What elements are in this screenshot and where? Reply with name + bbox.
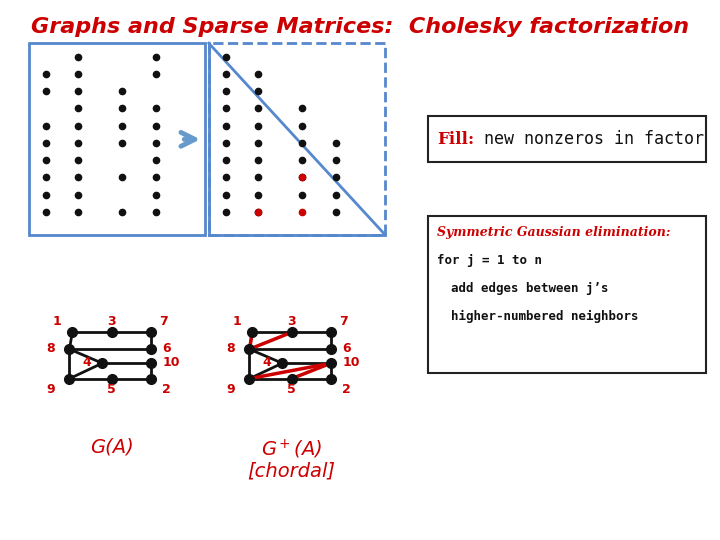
Text: 9: 9 xyxy=(47,383,55,396)
Bar xyxy=(209,43,385,235)
Bar xyxy=(428,116,706,162)
Text: Symmetric Gaussian elimination:: Symmetric Gaussian elimination: xyxy=(437,226,670,239)
Text: 6: 6 xyxy=(163,342,171,355)
Text: 2: 2 xyxy=(343,383,351,396)
Text: :: : xyxy=(467,131,474,147)
Text: G$^+$(A): G$^+$(A) xyxy=(261,437,322,461)
Text: 2: 2 xyxy=(163,383,171,396)
Text: 7: 7 xyxy=(160,315,168,328)
Text: 6: 6 xyxy=(343,342,351,355)
Text: 1: 1 xyxy=(232,315,240,328)
Text: 8: 8 xyxy=(47,342,55,355)
Text: 10: 10 xyxy=(342,356,360,369)
Text: 8: 8 xyxy=(227,342,235,355)
Bar xyxy=(428,216,706,373)
Text: [chordal]: [chordal] xyxy=(248,462,336,481)
Text: for j = 1 to n: for j = 1 to n xyxy=(437,254,542,267)
Text: new nonzeros in factor: new nonzeros in factor xyxy=(474,130,704,148)
Text: 1: 1 xyxy=(52,315,60,328)
Text: add edges between j’s: add edges between j’s xyxy=(451,282,609,295)
Text: 4: 4 xyxy=(262,356,271,369)
Bar xyxy=(29,43,205,235)
Text: 10: 10 xyxy=(162,356,180,369)
Text: higher-numbered neighbors: higher-numbered neighbors xyxy=(451,310,639,323)
Text: 7: 7 xyxy=(340,315,348,328)
Text: 5: 5 xyxy=(287,383,296,396)
Text: 5: 5 xyxy=(107,383,116,396)
Text: 9: 9 xyxy=(227,383,235,396)
Text: G(A): G(A) xyxy=(90,437,133,456)
Text: 3: 3 xyxy=(107,315,116,328)
Text: Fill: Fill xyxy=(437,131,468,147)
Text: Graphs and Sparse Matrices:  Cholesky factorization: Graphs and Sparse Matrices: Cholesky fac… xyxy=(31,17,689,37)
Text: 3: 3 xyxy=(287,315,296,328)
Text: 4: 4 xyxy=(82,356,91,369)
